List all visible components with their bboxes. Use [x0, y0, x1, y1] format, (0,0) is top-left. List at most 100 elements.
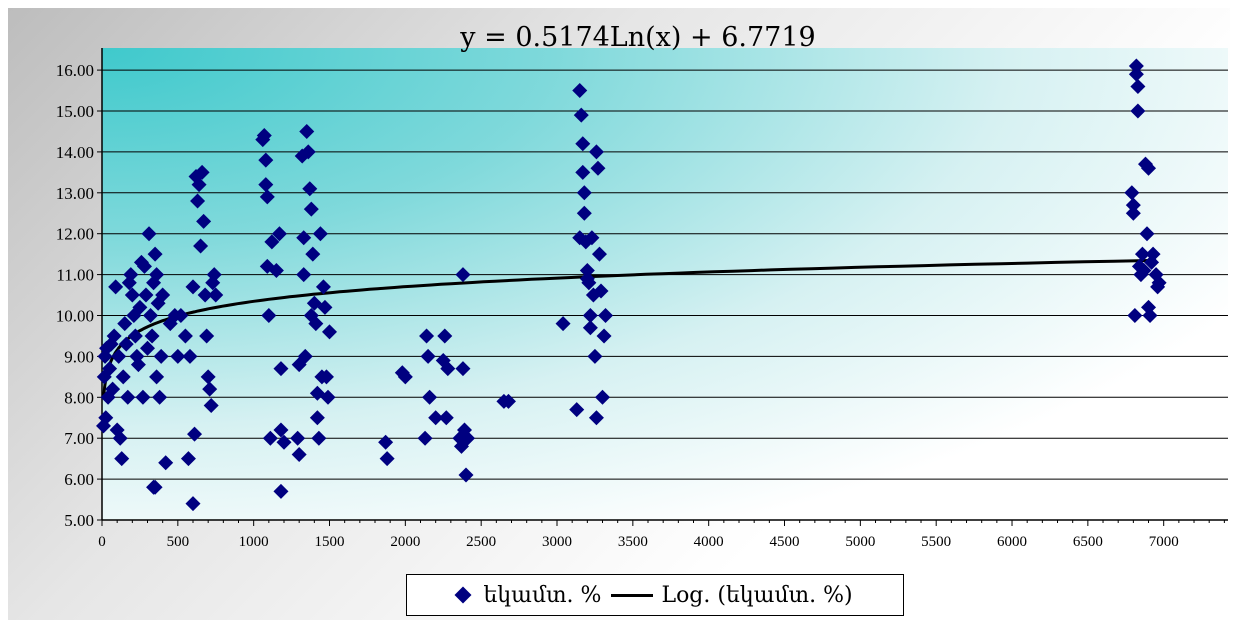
y-tick-label: 14.00: [56, 143, 94, 162]
data-point: [596, 328, 612, 344]
data-point: [299, 123, 315, 139]
data-point: [1145, 246, 1161, 262]
data-point: [177, 328, 193, 344]
x-tick-label: 3000: [542, 534, 572, 550]
data-point: [144, 328, 160, 344]
data-point: [582, 320, 598, 336]
data-point: [397, 369, 413, 385]
data-point: [190, 193, 206, 209]
data-point: [268, 263, 284, 279]
data-point: [118, 336, 134, 352]
data-point: [579, 263, 595, 279]
y-tick-label: 13.00: [56, 184, 94, 203]
data-point: [500, 393, 516, 409]
data-point: [575, 136, 591, 152]
data-point: [1128, 66, 1144, 82]
data-point: [108, 279, 124, 295]
y-tick-label: 16.00: [56, 61, 94, 80]
data-point: [584, 230, 600, 246]
data-point: [1151, 275, 1167, 291]
y-tick-label: 9.00: [64, 347, 94, 366]
data-point: [302, 181, 318, 197]
data-point: [258, 152, 274, 168]
legend-item-trend: Log. (եկամտ. %): [611, 583, 853, 608]
x-tick-label: 3500: [618, 534, 648, 550]
data-point: [1142, 308, 1158, 323]
data-point: [419, 328, 435, 344]
data-point: [149, 267, 165, 283]
data-point: [593, 283, 609, 299]
data-point: [576, 185, 592, 201]
data-point: [180, 451, 196, 467]
x-tick-label: 6500: [1073, 534, 1103, 550]
y-tick-label: 10.00: [56, 307, 94, 326]
x-tick-label: 4000: [694, 534, 724, 550]
data-point: [143, 308, 159, 323]
data-point: [132, 299, 148, 315]
data-point: [123, 267, 139, 283]
data-point: [598, 308, 614, 323]
data-point: [273, 483, 289, 499]
data-point: [1127, 308, 1143, 323]
data-point: [206, 267, 222, 283]
data-point: [317, 299, 333, 315]
x-tick-label: 5500: [921, 534, 951, 550]
data-point: [572, 83, 588, 99]
data-point: [261, 308, 277, 323]
data-point: [322, 324, 338, 340]
x-tick-label: 5000: [845, 534, 875, 550]
data-point: [290, 430, 306, 446]
data-point: [305, 246, 321, 262]
data-point: [378, 434, 394, 450]
data-point: [595, 389, 611, 405]
data-point: [417, 430, 433, 446]
data-point: [582, 308, 598, 323]
data-point: [193, 238, 209, 254]
data-point: [575, 164, 591, 180]
data-point: [312, 226, 328, 242]
y-tick-label: 8.00: [64, 388, 94, 407]
data-point: [200, 369, 216, 385]
y-tick-label: 15.00: [56, 102, 94, 121]
data-point: [203, 397, 219, 413]
data-point: [1128, 58, 1144, 74]
data-point: [147, 479, 163, 495]
data-point: [296, 267, 312, 283]
y-tick-label: 5.00: [64, 511, 94, 530]
data-point: [208, 287, 224, 303]
data-point: [1130, 78, 1146, 94]
x-tick-label: 2000: [390, 534, 420, 550]
data-point: [588, 144, 604, 160]
data-point: [1130, 103, 1146, 119]
data-point: [455, 267, 471, 283]
data-point: [1124, 185, 1140, 201]
data-point: [1141, 160, 1157, 176]
data-point: [297, 348, 313, 364]
data-point: [587, 348, 603, 364]
data-point: [309, 410, 325, 426]
data-point: [318, 369, 334, 385]
legend-label-points: եկամտ. %: [483, 582, 602, 608]
data-point: [196, 213, 212, 229]
data-point: [130, 357, 146, 373]
data-point: [158, 455, 174, 471]
data-point: [276, 434, 292, 450]
data-point: [149, 369, 165, 385]
data-point: [440, 361, 456, 377]
x-tick-label: 4500: [770, 534, 800, 550]
x-tick-label: 2500: [466, 534, 496, 550]
data-point: [573, 107, 589, 123]
x-tick-label: 1500: [315, 534, 345, 550]
y-tick-label: 7.00: [64, 429, 94, 448]
diamond-marker-icon: [454, 586, 472, 604]
data-point: [1134, 246, 1150, 262]
data-point: [199, 328, 215, 344]
y-axis: 5.00 6.00 7.00 8.00 9.00 10.00 11.00 12.00 13.00…: [56, 48, 103, 530]
data-point: [303, 308, 319, 323]
x-tick-label: 500: [167, 534, 190, 550]
data-point: [555, 316, 571, 332]
data-point: [256, 128, 272, 144]
data-point: [258, 177, 274, 193]
data-point: [264, 234, 280, 250]
line-marker-icon: [611, 593, 654, 597]
